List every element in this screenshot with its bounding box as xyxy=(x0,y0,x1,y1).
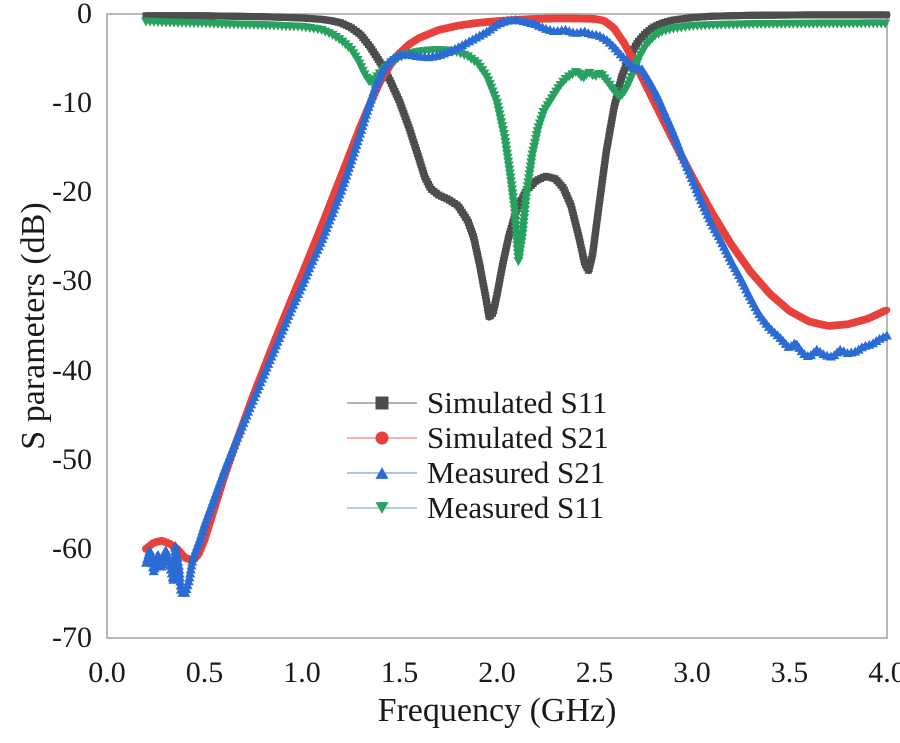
y-tick-label: -20 xyxy=(52,175,92,209)
square-marker-icon xyxy=(347,396,417,409)
x-tick-label: 0.5 xyxy=(185,656,224,689)
y-tick-label: 0 xyxy=(77,0,92,30)
y-tick-label: -30 xyxy=(52,264,92,298)
legend-label: Measured S11 xyxy=(427,490,605,525)
y-axis-title: S parameters (dB) xyxy=(15,202,52,450)
legend: Simulated S11 Simulated S21 Measured S21 Me… xyxy=(345,385,609,525)
x-tick-label: 1.5 xyxy=(380,656,419,689)
legend-item-measured-s21: Measured S21 xyxy=(345,455,609,490)
x-tick-label: 3.5 xyxy=(770,656,809,689)
legend-item-simulated-s11: Simulated S11 xyxy=(345,385,609,420)
y-tick-label: -40 xyxy=(52,353,92,387)
x-tick-label: 4.0 xyxy=(868,656,900,689)
x-tick-label: 0.0 xyxy=(88,656,126,689)
legend-label: Simulated S21 xyxy=(427,420,609,455)
series-measured-s21 xyxy=(141,14,892,597)
y-tick-label: -50 xyxy=(52,442,92,476)
series-simulated-s11 xyxy=(142,11,891,321)
x-tick-label: 2.0 xyxy=(478,656,516,689)
legend-item-simulated-s21: Simulated S21 xyxy=(345,420,609,455)
x-axis-title: Frequency (GHz) xyxy=(377,692,617,729)
legend-label: Simulated S11 xyxy=(427,385,608,420)
triangle-down-marker-icon xyxy=(347,501,417,514)
y-tick-label: -10 xyxy=(52,86,92,120)
x-tick-label: 2.5 xyxy=(575,656,614,689)
legend-label: Measured S21 xyxy=(427,455,606,490)
legend-item-measured-s11: Measured S11 xyxy=(345,490,609,525)
y-tick-label: -70 xyxy=(52,621,92,654)
plot-border xyxy=(106,13,888,639)
triangle-up-marker-icon xyxy=(347,466,417,479)
circle-marker-icon xyxy=(347,431,417,444)
series-measured-s11 xyxy=(141,17,891,267)
y-tick-label: -60 xyxy=(52,531,92,565)
x-tick-label: 1.0 xyxy=(283,656,321,689)
x-tick-label: 3.0 xyxy=(673,656,711,689)
